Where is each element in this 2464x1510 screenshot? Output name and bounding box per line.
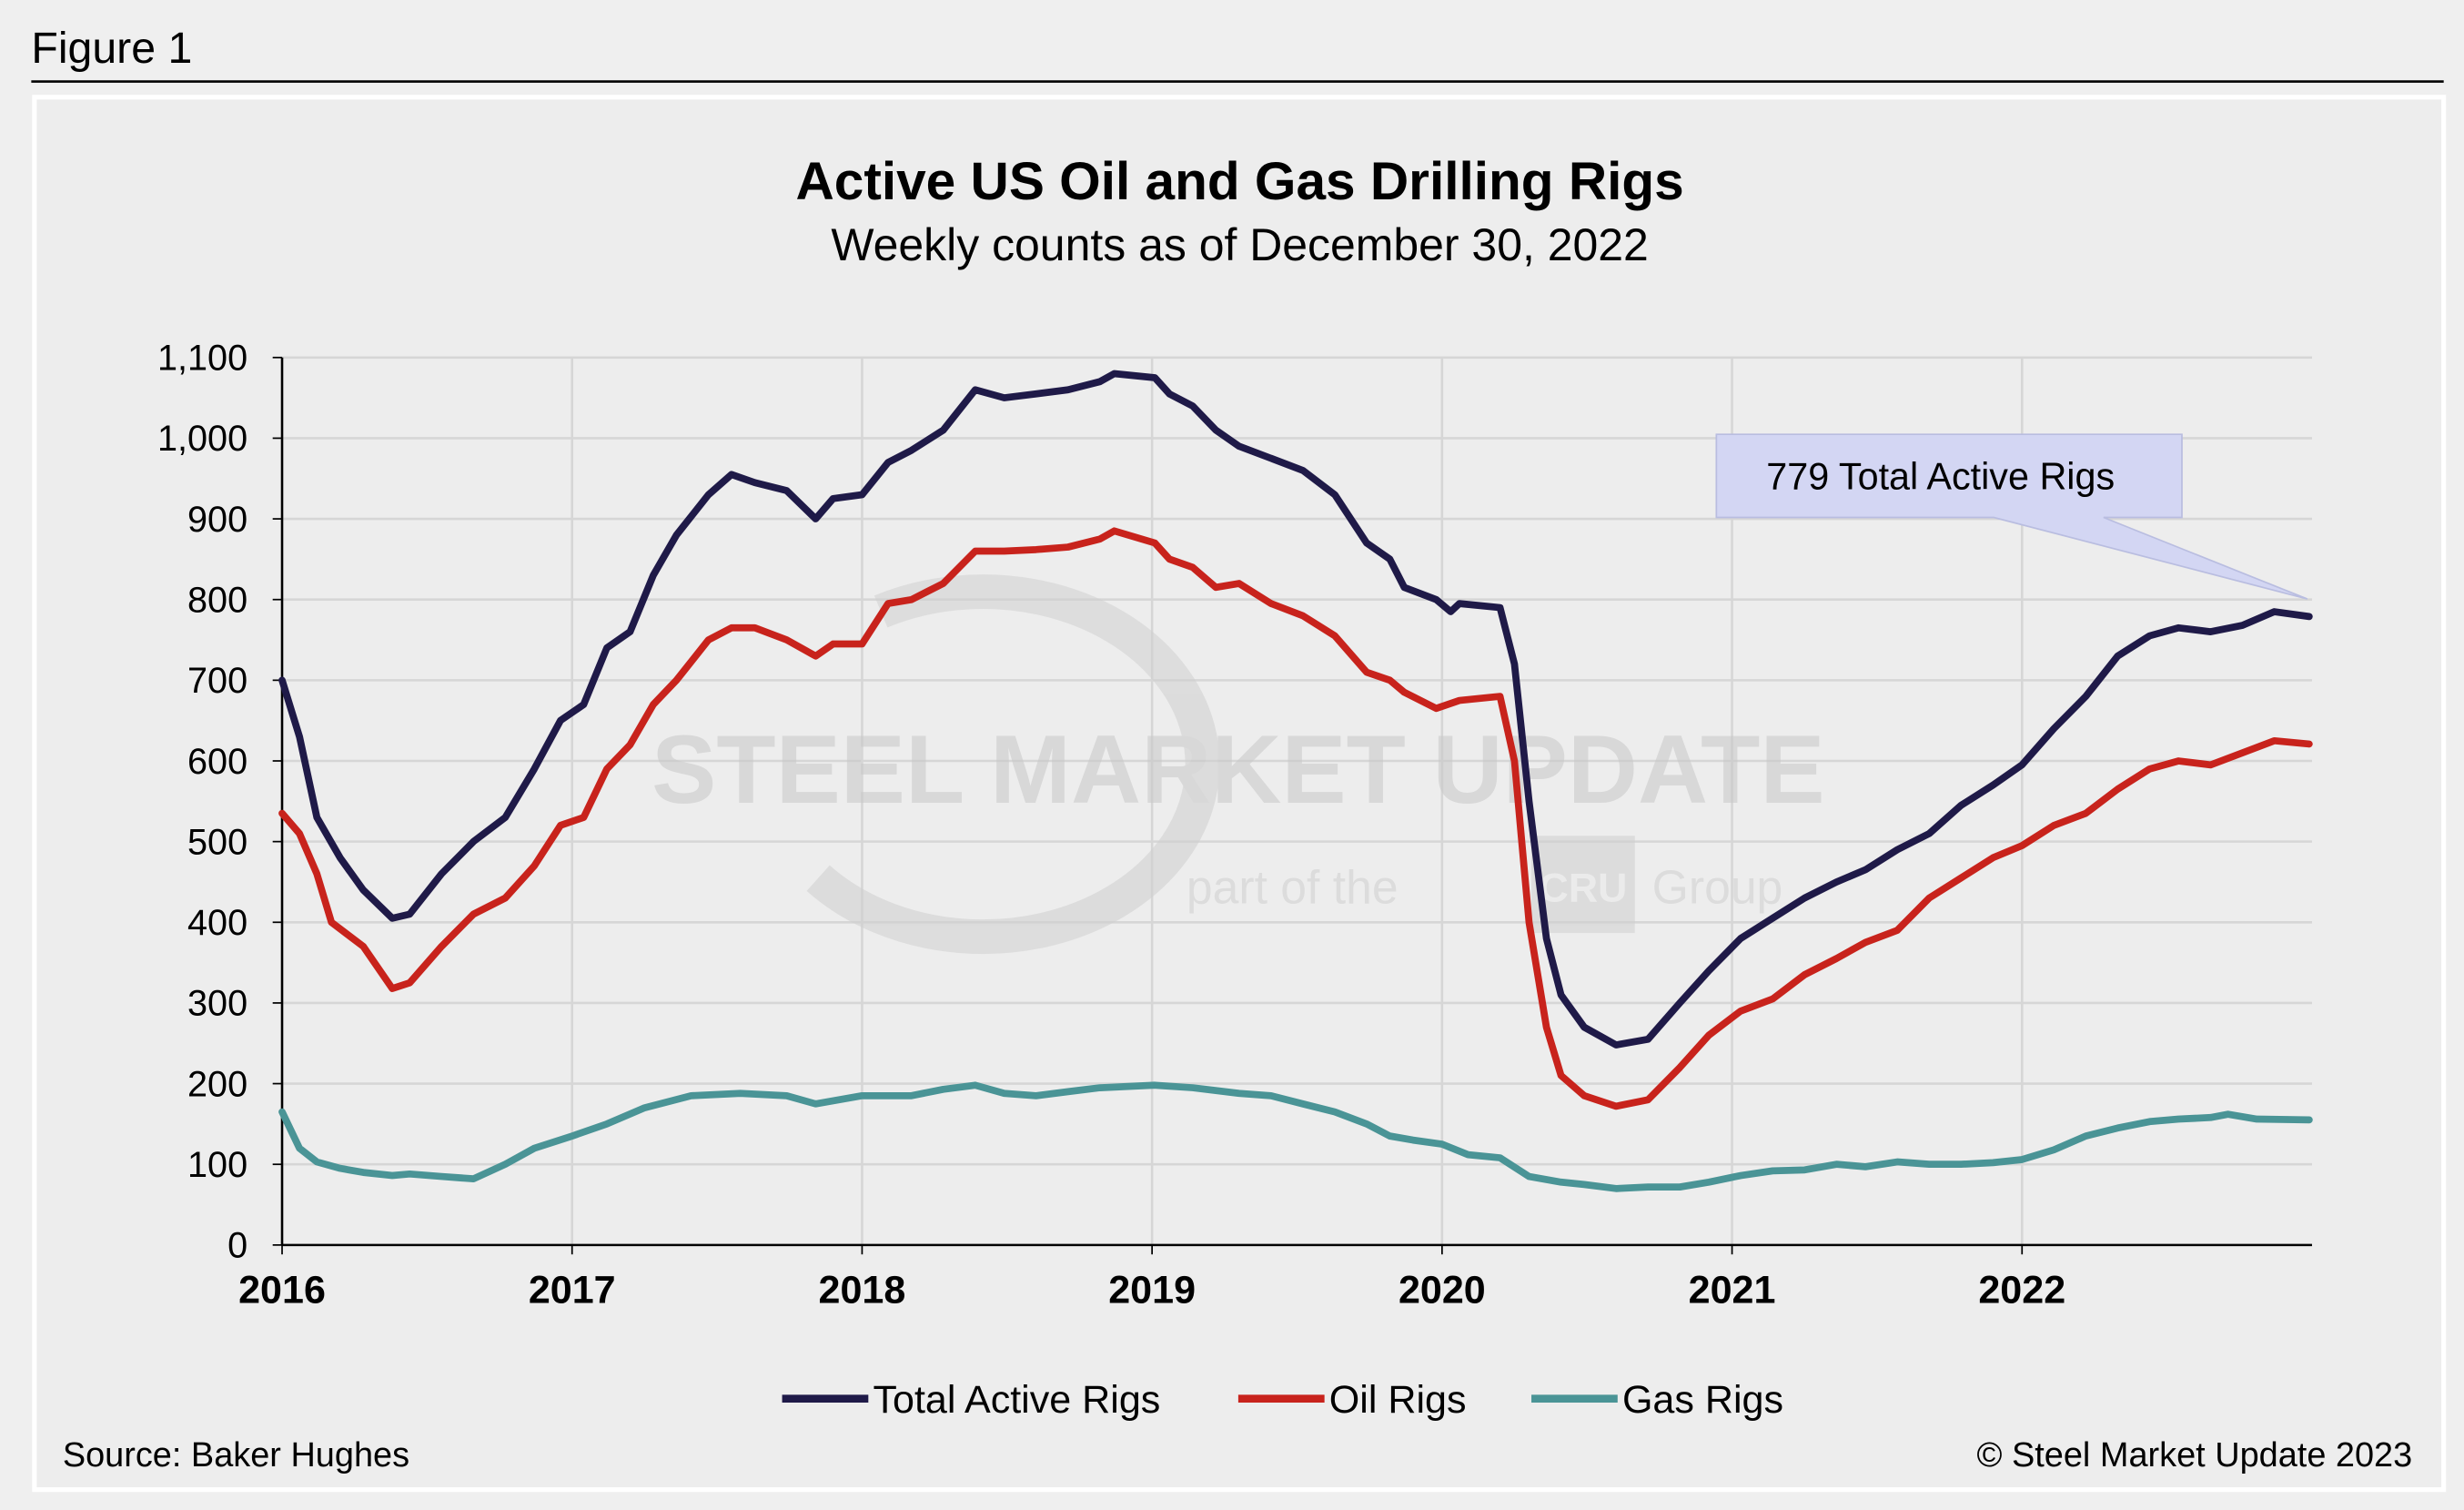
legend-label-total: Total Active Rigs xyxy=(873,1378,1160,1422)
x-tick-label: 2016 xyxy=(238,1269,326,1312)
y-tick-label: 900 xyxy=(187,500,247,540)
series-line-total xyxy=(278,370,2313,1049)
copyright-note: © Steel Market Update 2023 xyxy=(1977,1436,2413,1475)
x-tick-label: 2019 xyxy=(1108,1269,1196,1312)
x-tick-label: 2017 xyxy=(529,1269,616,1312)
y-tick-label: 300 xyxy=(187,984,247,1024)
y-axis: 0 100 200 300 400 500 600 700 800 900 1,000 1,100 xyxy=(157,339,283,1266)
callout-box xyxy=(1715,433,2308,600)
source-note: Source: Baker Hughes xyxy=(63,1436,409,1475)
series-line-oil xyxy=(278,527,2313,1110)
x-tick-label: 2021 xyxy=(1689,1269,1776,1312)
y-tick-label: 100 xyxy=(187,1145,247,1185)
watermark-cru: CRU xyxy=(1539,866,1627,911)
legend: Total Active Rigs Oil Rigs Gas Rigs xyxy=(782,1378,1783,1422)
x-tick-label: 2022 xyxy=(1978,1269,2065,1312)
watermark-swoosh xyxy=(806,574,1220,955)
y-tick-label: 500 xyxy=(187,822,247,862)
x-tick-label: 2020 xyxy=(1399,1269,1486,1312)
series-line-gas xyxy=(278,1081,2313,1192)
legend-label-oil: Oil Rigs xyxy=(1329,1378,1467,1422)
series-lines xyxy=(278,370,2313,1192)
y-tick-label: 700 xyxy=(187,661,247,701)
y-tick-label: 600 xyxy=(187,742,247,782)
chart-title: Active US Oil and Gas Drilling Rigs xyxy=(795,152,1683,211)
y-tick-label: 400 xyxy=(187,903,247,943)
y-tick-label: 1,000 xyxy=(157,419,247,459)
watermark-cru-box xyxy=(1531,836,1635,934)
x-tick-label: 2018 xyxy=(819,1269,906,1312)
watermark-logo: STEEL MARKET UPDATE part of the CRU Grou… xyxy=(651,574,1825,955)
watermark-sub-prefix: part of the xyxy=(1187,860,1399,913)
watermark-text: STEEL MARKET UPDATE xyxy=(651,714,1825,824)
y-tick-label: 0 xyxy=(227,1226,247,1266)
callout-text: 779 Total Active Rigs xyxy=(1766,455,2115,497)
watermark-sub-suffix: Group xyxy=(1652,860,1783,913)
y-tick-label: 800 xyxy=(187,580,247,620)
y-tick-label: 200 xyxy=(187,1064,247,1104)
figure-label: Figure 1 xyxy=(31,24,192,73)
chart-subtitle: Weekly counts as of December 30, 2022 xyxy=(831,219,1648,270)
callout: 779 Total Active Rigs xyxy=(1715,433,2308,600)
chart-panel xyxy=(32,95,2447,1493)
x-axis: 2016 2017 2018 2019 2020 2021 2022 xyxy=(238,1244,2065,1312)
y-tick-label: 1,100 xyxy=(157,339,247,379)
legend-label-gas: Gas Rigs xyxy=(1622,1378,1783,1422)
